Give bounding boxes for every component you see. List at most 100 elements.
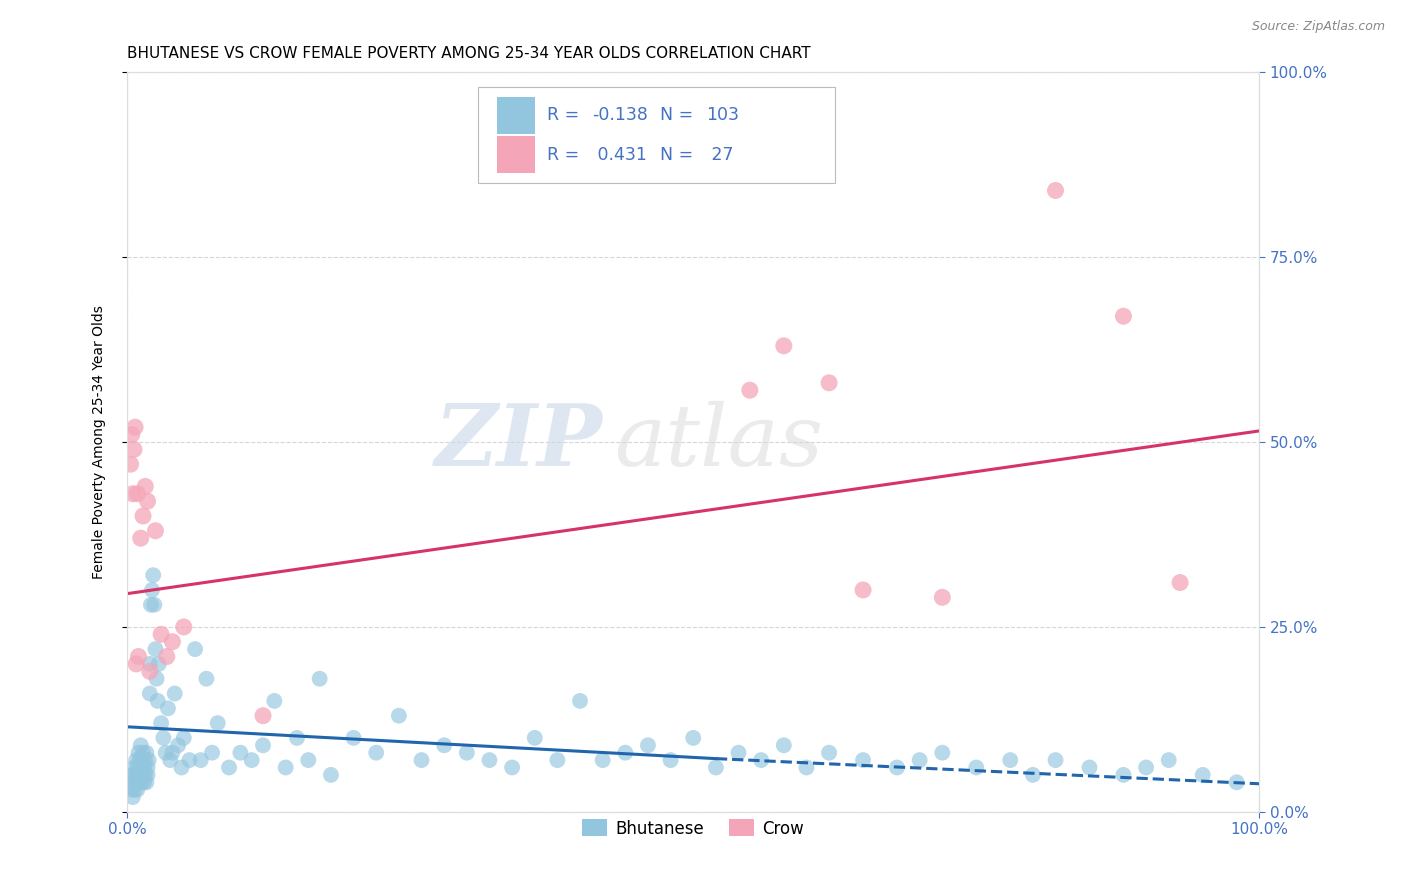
Point [229, 746, 252, 760]
Point [1078, 760, 1101, 774]
Point [135, 746, 157, 760]
Point [207, 716, 229, 731]
Point [569, 694, 592, 708]
Point [129, 739, 152, 753]
Text: N =: N = [661, 106, 699, 125]
Point [886, 760, 908, 774]
Point [127, 768, 149, 782]
Point [1022, 768, 1045, 782]
Point [121, 782, 143, 797]
Point [240, 753, 263, 767]
Point [145, 672, 167, 686]
Point [173, 731, 195, 745]
Point [127, 487, 149, 501]
Point [134, 760, 156, 774]
Point [146, 694, 169, 708]
Point [274, 760, 297, 774]
Point [139, 686, 162, 700]
Point [167, 739, 190, 753]
Point [163, 686, 186, 700]
Point [139, 657, 162, 671]
Point [252, 708, 274, 723]
Point [131, 775, 153, 789]
Point [141, 582, 163, 597]
Point [136, 494, 159, 508]
Text: BHUTANESE VS CROW FEMALE POVERTY AMONG 25-34 YEAR OLDS CORRELATION CHART: BHUTANESE VS CROW FEMALE POVERTY AMONG 2… [127, 46, 811, 62]
Point [388, 708, 411, 723]
Point [749, 753, 772, 767]
Point [218, 760, 240, 774]
Point [592, 753, 614, 767]
Text: atlas: atlas [614, 401, 823, 483]
Point [128, 775, 150, 789]
Point [1226, 775, 1249, 789]
Point [1112, 768, 1135, 782]
Point [136, 768, 159, 782]
Point [433, 739, 456, 753]
Point [148, 657, 170, 671]
Point [456, 746, 478, 760]
Point [129, 768, 152, 782]
Point [179, 753, 201, 767]
Point [150, 716, 173, 731]
Point [128, 753, 150, 767]
Point [134, 768, 156, 782]
Point [1112, 310, 1135, 324]
Point [124, 782, 146, 797]
Point [162, 746, 184, 760]
Point [796, 760, 818, 774]
Point [135, 775, 157, 789]
Point [682, 731, 704, 745]
Point [131, 760, 153, 774]
Point [263, 694, 285, 708]
Point [156, 649, 179, 664]
Point [122, 760, 145, 774]
Point [120, 457, 142, 471]
Y-axis label: Female Poverty Among 25-34 Year Olds: Female Poverty Among 25-34 Year Olds [93, 305, 107, 579]
Point [772, 739, 794, 753]
Point [120, 775, 142, 789]
Legend: Bhutanese, Crow: Bhutanese, Crow [575, 813, 811, 844]
Point [659, 753, 682, 767]
Point [155, 746, 177, 760]
Point [201, 746, 224, 760]
Point [121, 790, 143, 805]
Point [252, 739, 274, 753]
Point [965, 760, 987, 774]
Point [121, 487, 143, 501]
Point [127, 649, 149, 664]
Point [852, 582, 875, 597]
Text: 27: 27 [706, 145, 733, 163]
Text: N =: N = [661, 145, 699, 163]
Point [852, 753, 875, 767]
FancyBboxPatch shape [478, 87, 835, 183]
Point [190, 753, 212, 767]
Point [132, 746, 155, 760]
Point [125, 657, 148, 671]
Point [127, 760, 149, 774]
Point [145, 642, 167, 657]
Point [125, 753, 148, 767]
Point [132, 768, 155, 782]
FancyBboxPatch shape [498, 97, 534, 134]
Point [308, 672, 330, 686]
Point [1191, 768, 1213, 782]
Point [159, 753, 181, 767]
Point [704, 760, 727, 774]
Point [152, 731, 174, 745]
Point [1045, 184, 1067, 198]
Point [122, 442, 145, 457]
Point [170, 760, 193, 774]
Point [411, 753, 433, 767]
Point [319, 768, 342, 782]
Point [139, 665, 162, 679]
Point [145, 524, 167, 538]
Point [143, 598, 166, 612]
Point [124, 420, 146, 434]
Point [134, 775, 156, 789]
Point [523, 731, 546, 745]
Point [501, 760, 523, 774]
Point [342, 731, 364, 745]
Point [772, 339, 794, 353]
Point [129, 531, 152, 545]
